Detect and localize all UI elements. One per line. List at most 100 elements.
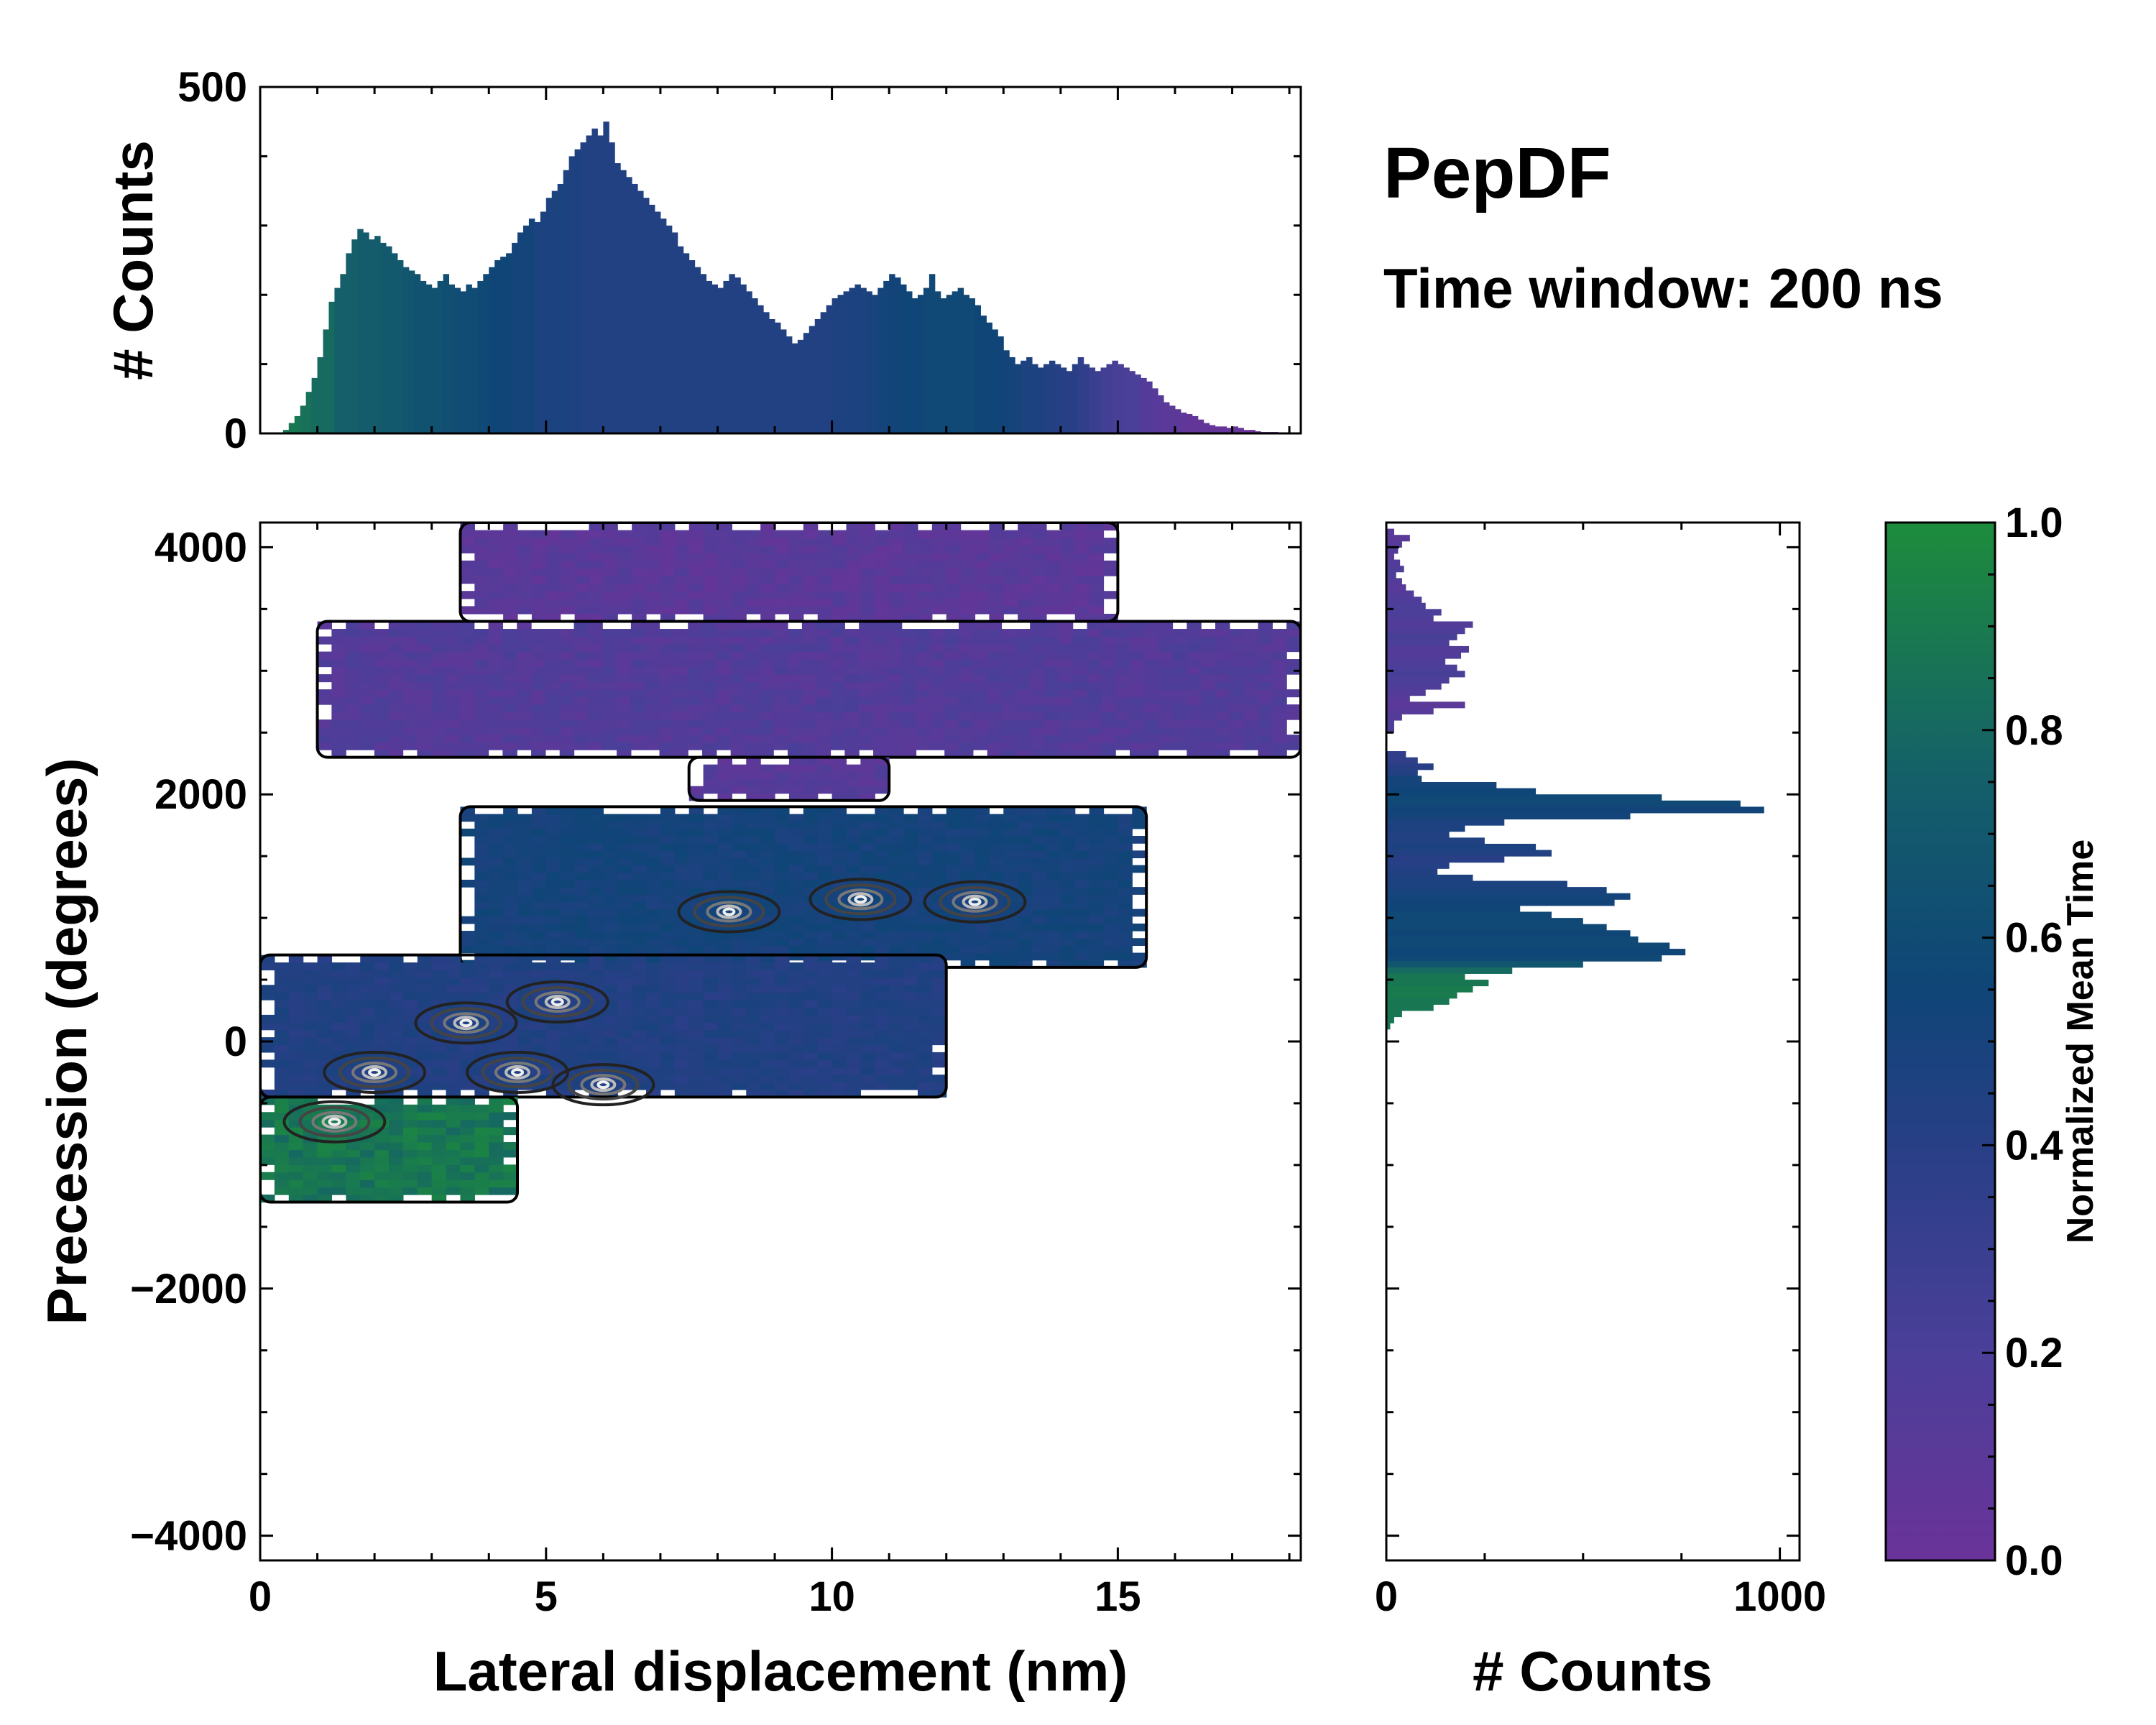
heatmap-cell (632, 1052, 647, 1060)
heatmap-cell (987, 651, 1003, 660)
heatmap-cell (446, 992, 461, 1000)
heatmap-cell (875, 591, 890, 599)
heatmap-cell (1215, 651, 1230, 660)
right-histogram-bar (1386, 794, 1662, 801)
heatmap-cell (488, 636, 503, 645)
density-peak (466, 1050, 570, 1094)
heatmap-cell (1272, 674, 1287, 683)
heatmap-cell (517, 591, 533, 599)
heatmap-cell (1003, 545, 1018, 553)
heatmap-cell (502, 681, 517, 690)
heatmap-cell (1215, 704, 1230, 713)
heatmap-cell (1074, 916, 1090, 924)
heatmap-cell (260, 1149, 275, 1158)
heatmap-cell (975, 806, 990, 815)
heatmap-cell (503, 879, 518, 888)
heatmap-cell (589, 1022, 604, 1031)
heatmap-cell (646, 985, 661, 993)
heatmap-cell (288, 1112, 304, 1121)
heatmap-cell (660, 583, 676, 592)
heatmap-cell (602, 681, 617, 690)
heatmap-cell (1089, 857, 1105, 866)
heatmap-cell (674, 568, 690, 576)
heatmap-cell (446, 712, 461, 720)
heatmap-cell (660, 836, 676, 844)
right-histogram-bar (1386, 640, 1450, 647)
heatmap-cell (460, 1164, 475, 1173)
heatmap-cell (517, 606, 533, 615)
heatmap-cell (717, 865, 732, 873)
heatmap-cell (1001, 704, 1016, 713)
heatmap-cell (1072, 696, 1088, 705)
heatmap-cell (474, 1059, 489, 1068)
heatmap-cell (846, 771, 861, 780)
heatmap-cell (975, 828, 990, 837)
heatmap-cell (574, 938, 590, 946)
heatmap-cell (775, 828, 790, 837)
heatmap-cell (903, 836, 918, 844)
heatmap-cell (1074, 872, 1090, 880)
heatmap-cell (960, 814, 976, 822)
heatmap-cell (417, 1149, 433, 1158)
heatmap-cell (732, 1044, 747, 1053)
heatmap-cell (917, 857, 933, 866)
heatmap-cell (274, 1127, 290, 1136)
heatmap-cell (674, 923, 690, 932)
heatmap-cell (688, 793, 704, 801)
heatmap-cell (846, 553, 861, 561)
heatmap-cell (688, 954, 704, 963)
heatmap-cell (1201, 704, 1216, 713)
heatmap-cell (617, 828, 632, 837)
heatmap-cell (788, 857, 804, 866)
heatmap-cell (374, 659, 390, 668)
heatmap-cell (846, 1067, 861, 1075)
heatmap-cell (431, 1179, 447, 1188)
heatmap-cell (732, 530, 747, 538)
heatmap-cell (1030, 750, 1045, 758)
heatmap-cell (1118, 945, 1133, 954)
heatmap-cell (517, 651, 532, 660)
heatmap-cell (589, 1082, 604, 1090)
heatmap-cell (717, 757, 732, 765)
heatmap-cell (488, 727, 503, 735)
heatmap-cell (917, 985, 933, 993)
heatmap-cell (746, 985, 761, 993)
heatmap-cell (1243, 696, 1259, 705)
heatmap-cell (717, 1059, 732, 1068)
heatmap-cell (317, 651, 332, 660)
heatmap-cell (1115, 666, 1130, 675)
heatmap-cell (688, 606, 704, 615)
heatmap-cell (660, 843, 676, 851)
heatmap-cell (975, 916, 990, 924)
heatmap-cell (1143, 735, 1159, 743)
heatmap-cell (588, 696, 603, 705)
heatmap-cell (517, 879, 533, 888)
heatmap-cell (417, 1089, 433, 1098)
heatmap-cell (801, 696, 817, 705)
heatmap-cell (574, 970, 590, 978)
heatmap-cell (831, 606, 847, 615)
top-histogram-bar (998, 336, 1004, 433)
heatmap-cell (1103, 938, 1119, 946)
density-contour (368, 1067, 382, 1077)
heatmap-cell (1074, 828, 1090, 837)
heatmap-cell (603, 1082, 618, 1090)
heatmap-cell (531, 828, 547, 837)
heatmap-cell (1215, 659, 1230, 668)
heatmap-cell (760, 970, 775, 978)
heatmap-cell (1030, 666, 1045, 675)
heatmap-cell (603, 1029, 618, 1038)
heatmap-cell (1215, 712, 1230, 720)
heatmap-cell (360, 689, 375, 698)
heatmap-cell (1087, 644, 1102, 653)
heatmap-cell (688, 1029, 704, 1038)
heatmap-cell (331, 1149, 346, 1158)
heatmap-cell (1072, 629, 1088, 638)
heatmap-cell (402, 1179, 418, 1188)
heatmap-cell (260, 1059, 275, 1068)
heatmap-cell (459, 704, 475, 713)
heatmap-cell (1058, 750, 1074, 758)
heatmap-cell (360, 651, 375, 660)
heatmap-cell (617, 576, 632, 584)
heatmap-cell (788, 1082, 804, 1090)
